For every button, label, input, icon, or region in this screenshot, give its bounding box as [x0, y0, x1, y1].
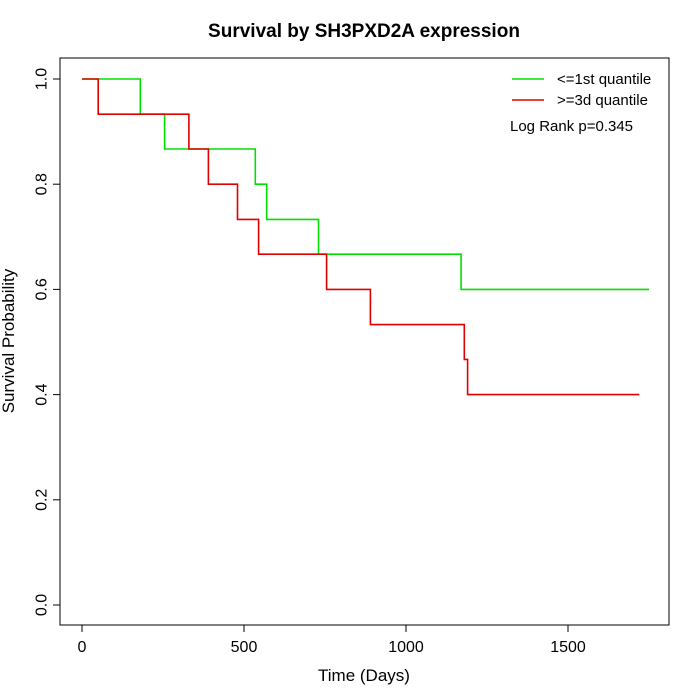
x-tick-label: 500 [231, 639, 258, 656]
x-tick-label: 1500 [550, 639, 586, 656]
chart-title: Survival by SH3PXD2A expression [208, 21, 520, 42]
x-tick-label: 1000 [388, 639, 424, 656]
legend-label: <=1st quantile [557, 71, 651, 88]
x-axis: 0 500 1000 1500 [78, 624, 586, 656]
series-layer [82, 78, 649, 396]
x-tick-label: 0 [78, 639, 87, 656]
y-tick-label: 0.6 [34, 278, 51, 300]
series-line-1 [82, 78, 649, 291]
log-rank-annotation: Log Rank p=0.345 [510, 118, 633, 135]
x-axis-label: Time (Days) [318, 666, 410, 685]
y-tick-label: 1.0 [34, 68, 51, 90]
legend-label: >=3d quantile [557, 92, 648, 109]
legend: <=1st quantile >=3d quantile [512, 71, 651, 109]
plot-frame [59, 57, 670, 626]
series-line-2 [82, 78, 640, 396]
y-tick-label: 0.8 [34, 173, 51, 195]
y-axis-label: Survival Probability [0, 268, 18, 413]
y-tick-label: 0.2 [34, 489, 51, 511]
y-tick-label: 0.0 [34, 594, 51, 616]
y-axis: 0.0 0.2 0.4 0.6 0.8 1.0 [34, 68, 61, 616]
y-tick-label: 0.4 [34, 383, 51, 405]
